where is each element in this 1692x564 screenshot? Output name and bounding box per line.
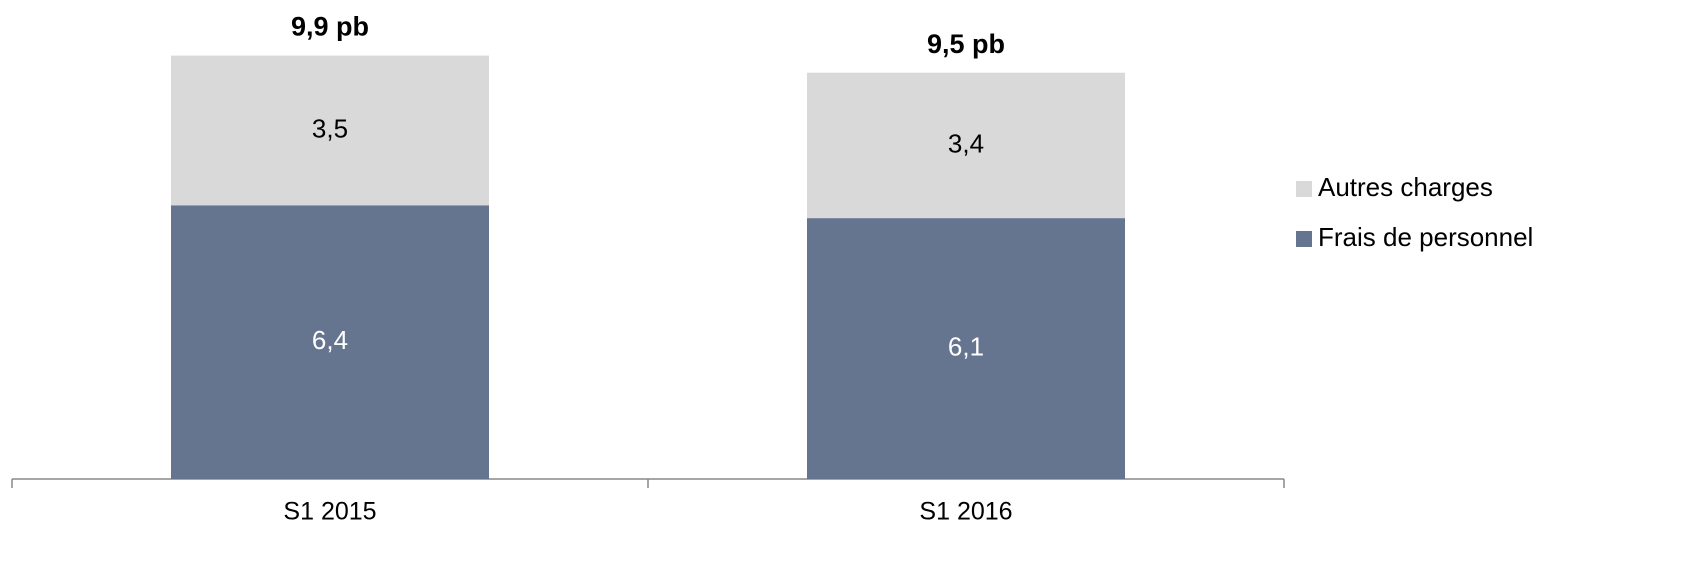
bar-segment (171, 205, 489, 480)
value-label: 3,4 (948, 128, 984, 158)
legend-label: Autres charges (1318, 172, 1493, 202)
bar-segment (807, 72, 1125, 219)
value-label: 6,4 (312, 325, 348, 355)
value-label: 6,1 (948, 331, 984, 361)
value-label: 3,5 (312, 113, 348, 143)
total-label: 9,5 pb (927, 29, 1005, 59)
x-tick-label: S1 2015 (283, 498, 376, 526)
total-label: 9,9 pb (291, 12, 369, 42)
legend-swatch (1296, 231, 1312, 247)
legend-swatch (1296, 181, 1312, 197)
x-tick-label: S1 2016 (919, 498, 1012, 526)
legend-label: Frais de personnel (1318, 222, 1533, 252)
bar-segment (171, 55, 489, 206)
bar-segment (807, 218, 1125, 479)
